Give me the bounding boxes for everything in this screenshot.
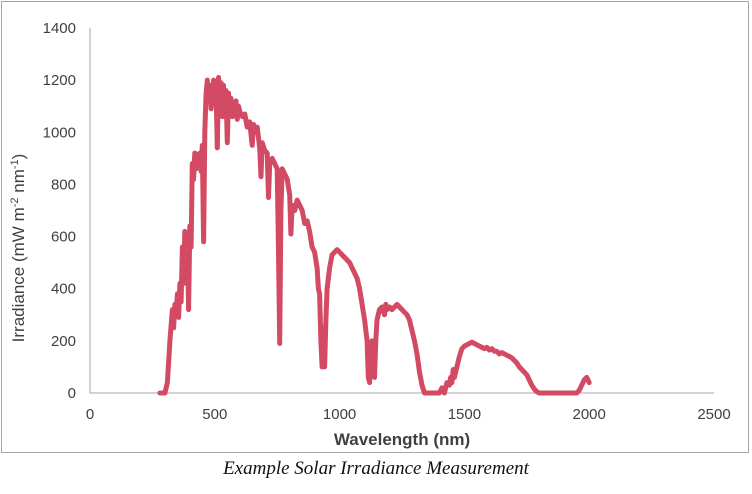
y-tick-label: 1400 (43, 20, 76, 37)
y-tick-label: 400 (51, 281, 76, 298)
y-axis-label: Irradiance (mW m-2 nm-1) (9, 154, 28, 343)
y-tick-labels: 0 200 400 600 800 1000 1200 1400 (43, 20, 76, 402)
x-axis-label: Wavelength (nm) (334, 430, 470, 449)
y-tick-label: 800 (51, 176, 76, 193)
y-tick-label: 1200 (43, 72, 76, 89)
x-tick-label: 1500 (448, 406, 481, 423)
irradiance-series-line (157, 75, 592, 396)
chart: 0 200 400 600 800 1000 1200 1400 0 500 1000 1500 20… (9, 20, 731, 449)
x-tick-label: 2000 (573, 406, 606, 423)
x-tick-label: 2500 (697, 406, 730, 423)
y-tick-label: 600 (51, 229, 76, 246)
x-tick-label: 500 (202, 406, 227, 423)
x-tick-label: 0 (86, 406, 94, 423)
x-tick-labels: 0 500 1000 1500 2000 2500 (86, 406, 731, 423)
y-tick-label: 0 (68, 385, 76, 402)
figure-caption: Example Solar Irradiance Measurement (223, 458, 529, 479)
y-tick-label: 1000 (43, 124, 76, 141)
y-tick-label: 200 (51, 333, 76, 350)
x-tick-label: 1000 (323, 406, 356, 423)
